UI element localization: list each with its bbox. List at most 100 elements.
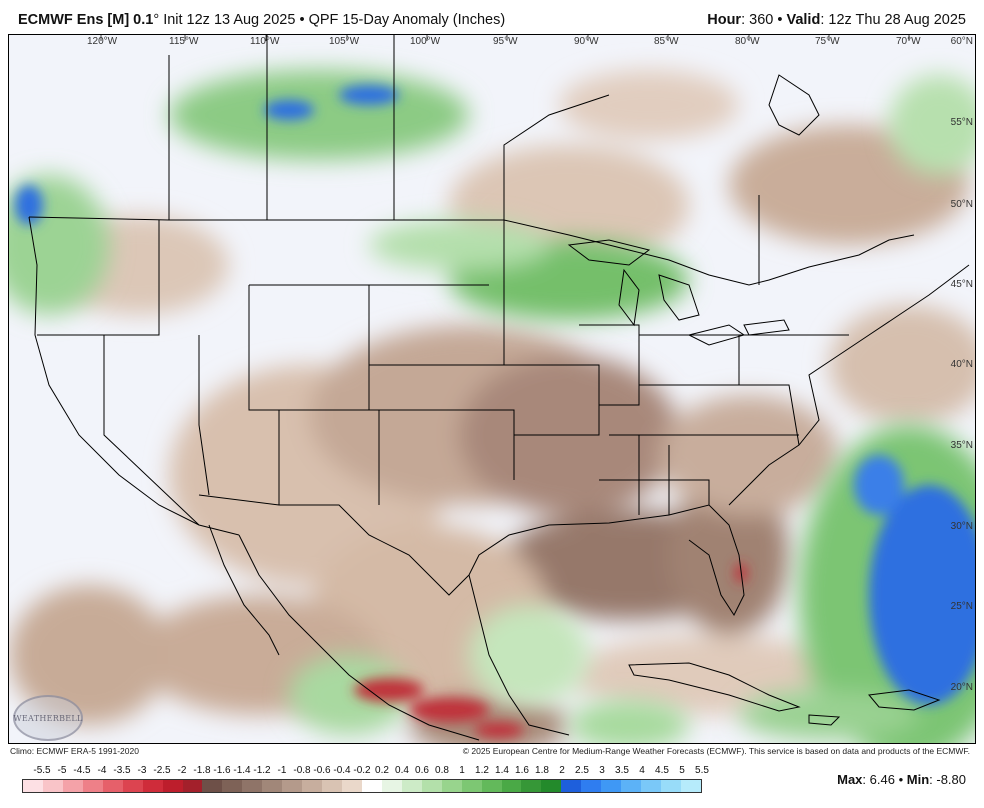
- legend-swatch: [621, 780, 642, 792]
- legend-swatch: [42, 780, 63, 792]
- anomaly-map: [9, 35, 975, 743]
- legend-swatch: [142, 780, 163, 792]
- legend-swatch: [641, 780, 661, 792]
- legend-label: -0.2: [353, 765, 371, 776]
- lat-label-60n: 60°N: [950, 36, 973, 47]
- min-label: Min: [906, 772, 930, 787]
- legend-label: -1.8: [193, 765, 211, 776]
- lat-label-55n: 55°N: [950, 117, 973, 128]
- legend-swatch: [561, 780, 582, 792]
- lon-label-80w: 80°W: [735, 36, 760, 47]
- legend-label: 5.5: [695, 765, 709, 776]
- legend-label: 3: [599, 765, 605, 776]
- climo-note: Climo: ECMWF ERA-5 1991-2020: [10, 746, 139, 756]
- max-min-stats: Max: 6.46 • Min: -8.80: [837, 772, 966, 787]
- legend-swatch: [680, 780, 701, 792]
- legend-label: -1: [277, 765, 287, 776]
- legend-label: -4: [97, 765, 107, 776]
- valid-info: Hour: 360 • Valid: 12z Thu 28 Aug 2025: [707, 12, 966, 28]
- hour-value: : 360: [741, 12, 774, 28]
- legend-swatch: [282, 780, 303, 792]
- color-scale-legend: -5.5 -5 -4.5 -4 -3.5 -3 -2.5 -2 -1.8 -1.6 -1.4 -1.2…: [22, 765, 709, 795]
- legend-swatch: [521, 780, 542, 792]
- legend-swatch: [342, 780, 362, 792]
- legend-label: 2: [559, 765, 565, 776]
- legend-swatch: [601, 780, 622, 792]
- min-value: : -8.80: [929, 772, 966, 787]
- valid-value: : 12z Thu 28 Aug 2025: [820, 12, 966, 28]
- weatherbell-logo: WEATHERBELL: [13, 695, 83, 741]
- legend-swatch: [401, 780, 422, 792]
- header: ECMWF Ens [M] 0.1° Init 12z 13 Aug 2025 …: [0, 0, 984, 34]
- legend-labels: -5.5 -5 -4.5 -4 -3.5 -3 -2.5 -2 -1.8 -1.6 -1.4 -1.2…: [22, 765, 709, 777]
- legend-label: 0.8: [435, 765, 449, 776]
- legend-label: -2: [177, 765, 187, 776]
- legend-color-bar: [22, 779, 702, 793]
- lon-label-85w: 85°W: [654, 36, 679, 47]
- lon-label-115w: 115°W: [169, 36, 199, 47]
- heavy-wet-regions: [15, 85, 975, 705]
- copyright-note: © 2025 European Centre for Medium-Range …: [462, 746, 970, 756]
- legend-swatch: [182, 780, 203, 792]
- legend-swatch: [581, 780, 602, 792]
- lat-label-25n: 25°N: [950, 601, 973, 612]
- legend-label: -1.2: [253, 765, 271, 776]
- degree-mark: °: [153, 12, 160, 28]
- legend-label: 0.4: [395, 765, 409, 776]
- legend-label: -0.4: [333, 765, 351, 776]
- map-panel: 120°W 115°W 110°W 105°W 100°W 95°W 90°W …: [8, 34, 976, 744]
- legend-swatch: [222, 780, 243, 792]
- legend-label: 1.6: [515, 765, 529, 776]
- legend-label: 1.4: [495, 765, 509, 776]
- legend-label: -1.6: [213, 765, 231, 776]
- lat-label-50n: 50°N: [950, 199, 973, 210]
- legend-swatch: [541, 780, 562, 792]
- legend-swatch: [23, 780, 43, 792]
- legend-swatch: [661, 780, 681, 792]
- legend-label: -1.4: [233, 765, 251, 776]
- lon-label-90w: 90°W: [574, 36, 599, 47]
- legend-label: 0.2: [375, 765, 389, 776]
- lat-label-30n: 30°N: [950, 521, 973, 532]
- lon-label-75w: 75°W: [815, 36, 840, 47]
- legend-label: -0.6: [313, 765, 331, 776]
- legend-swatch: [461, 780, 482, 792]
- legend-label: -3.5: [113, 765, 131, 776]
- legend-swatch: [441, 780, 462, 792]
- product-name: QPF 15-Day Anomaly (Inches): [308, 12, 506, 28]
- legend-label: 4.5: [655, 765, 669, 776]
- legend-label: -5: [57, 765, 67, 776]
- legend-label: 2.5: [575, 765, 589, 776]
- max-value: : 6.46: [862, 772, 895, 787]
- lon-label-110w: 110°W: [250, 36, 280, 47]
- legend-swatch: [481, 780, 502, 792]
- title-separator: •: [299, 12, 305, 28]
- legend-swatch: [262, 780, 283, 792]
- lat-label-45n: 45°N: [950, 279, 973, 290]
- graticule-ticks: [100, 35, 910, 41]
- legend-swatch: [501, 780, 522, 792]
- legend-label: -0.8: [293, 765, 311, 776]
- lon-label-95w: 95°W: [493, 36, 518, 47]
- legend-label: 1.8: [535, 765, 549, 776]
- legend-swatch: [202, 780, 223, 792]
- legend-label: 1: [459, 765, 465, 776]
- hour-label: Hour: [707, 12, 742, 28]
- legend-label: -5.5: [33, 765, 51, 776]
- legend-label: -3: [137, 765, 147, 776]
- legend-swatch: [102, 780, 123, 792]
- legend-swatch: [122, 780, 143, 792]
- extreme-dry-spots: [354, 563, 747, 738]
- init-time: Init 12z 13 Aug 2025: [163, 12, 296, 28]
- legend-swatch: [361, 780, 382, 792]
- valid-separator: •: [777, 12, 783, 28]
- lat-label-20n: 20°N: [950, 682, 973, 693]
- legend-label: -2.5: [153, 765, 171, 776]
- lon-label-120w: 120°W: [87, 36, 118, 47]
- legend-swatch: [421, 780, 442, 792]
- max-label: Max: [837, 772, 863, 787]
- lon-label-105w: 105°W: [329, 36, 360, 47]
- model-name: ECMWF Ens [M] 0.1: [18, 12, 154, 28]
- legend-label: 0.6: [415, 765, 429, 776]
- legend-swatch: [302, 780, 323, 792]
